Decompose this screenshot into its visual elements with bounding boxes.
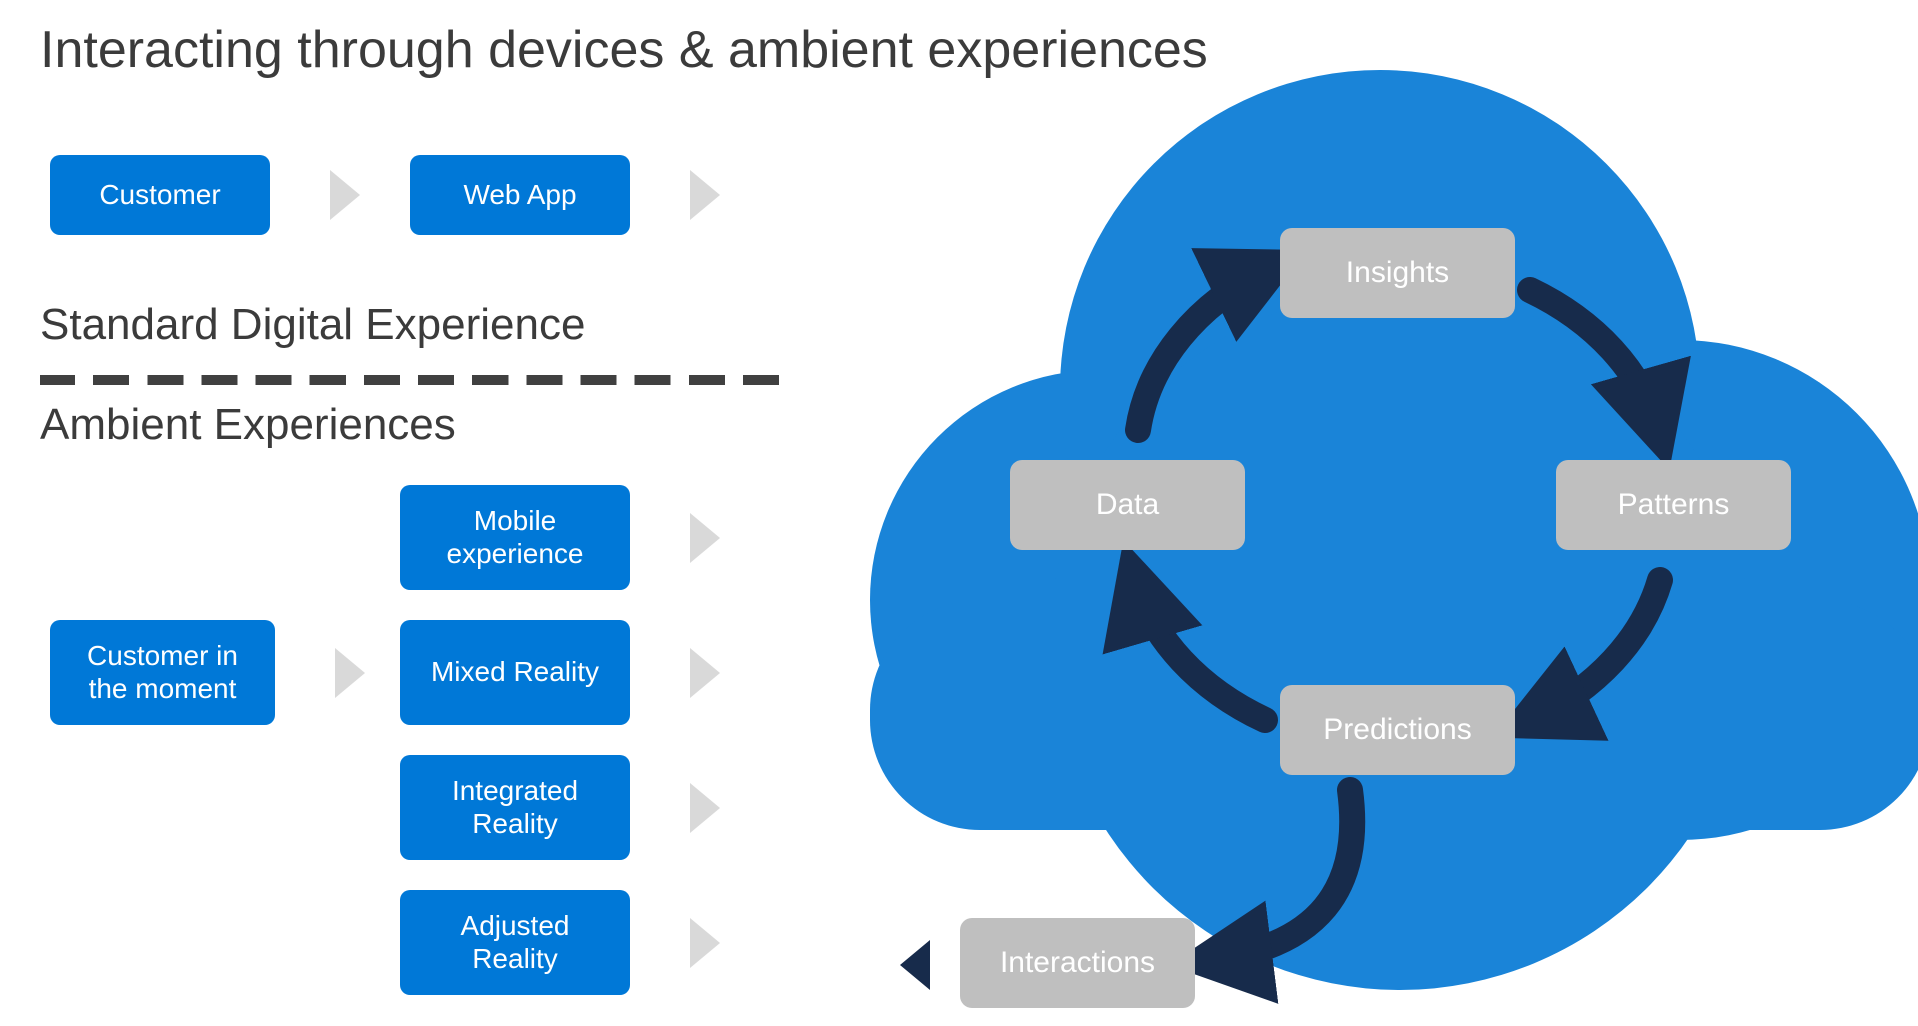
box-adjusted: Adjusted Reality <box>400 890 630 995</box>
box-cust_moment: Customer in the moment <box>50 620 275 725</box>
box-integrated: Integrated Reality <box>400 755 630 860</box>
chevron-right-icon <box>690 513 720 563</box>
cloud-box-patterns: Patterns <box>1556 460 1791 550</box>
main-title: Interacting through devices & ambient ex… <box>40 20 1208 80</box>
chevron-right-icon <box>335 648 365 698</box>
chevron-right-icon <box>690 170 720 220</box>
section-divider <box>40 375 780 385</box>
chevron-left-icon <box>900 940 930 990</box>
cloud-box-data: Data <box>1010 460 1245 550</box>
box-mixed: Mixed Reality <box>400 620 630 725</box>
std-title: Standard Digital Experience <box>40 300 585 350</box>
cloud-box-predictions: Predictions <box>1280 685 1515 775</box>
chevron-right-icon <box>690 918 720 968</box>
box-mobile: Mobile experience <box>400 485 630 590</box>
chevron-right-icon <box>690 783 720 833</box>
chevron-right-icon <box>330 170 360 220</box>
box-webapp: Web App <box>410 155 630 235</box>
chevron-right-icon <box>690 648 720 698</box>
cloud-box-interactions: Interactions <box>960 918 1195 1008</box>
box-customer: Customer <box>50 155 270 235</box>
cloud-box-insights: Insights <box>1280 228 1515 318</box>
ambient-title: Ambient Experiences <box>40 400 456 450</box>
